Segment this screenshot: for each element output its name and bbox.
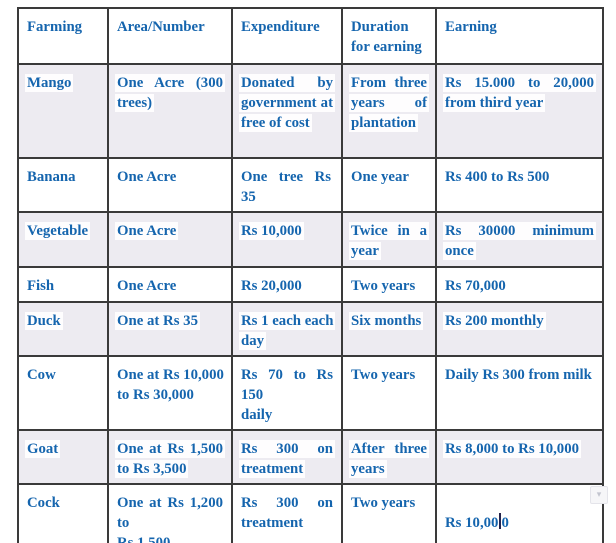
header-farming[interactable]: Farming bbox=[17, 7, 109, 65]
cell-expenditure[interactable]: One tree Rs 35 bbox=[231, 157, 343, 213]
table-row-duck: Duck One at Rs 35 Rs 1 each each day Six… bbox=[17, 301, 604, 357]
cell-earning[interactable]: Rs 15.000 to 20,000 from third year bbox=[435, 63, 604, 159]
table-options-button[interactable]: ▾ bbox=[590, 486, 608, 504]
cell-farming[interactable]: Vegetable bbox=[17, 211, 109, 268]
header-area-number[interactable]: Area/Number bbox=[107, 7, 233, 65]
cell-earning[interactable]: Rs 70,000 bbox=[435, 266, 604, 303]
cell-farming[interactable]: Banana bbox=[17, 157, 109, 213]
cell-expenditure[interactable]: Rs 10,000 bbox=[231, 211, 343, 268]
cell-farming[interactable]: Cow bbox=[17, 355, 109, 431]
table-row-vegetable: Vegetable One Acre Rs 10,000 Twice in a … bbox=[17, 211, 604, 268]
cell-duration[interactable]: From three years of plantation bbox=[341, 63, 437, 159]
cell-expenditure[interactable]: Rs 20,000 bbox=[231, 266, 343, 303]
table-row-mango: Mango One Acre (300 trees) Donated by go… bbox=[17, 63, 604, 159]
cell-earning[interactable]: Rs 8,000 to Rs 10,000 bbox=[435, 429, 604, 485]
cell-duration[interactable]: After three years bbox=[341, 429, 437, 485]
table-row-cow: Cow One at Rs 10,000 to Rs 30,000 Rs 70 … bbox=[17, 355, 604, 431]
cell-area[interactable]: One at Rs 35 bbox=[107, 301, 233, 357]
cell-area[interactable]: One Acre bbox=[107, 157, 233, 213]
cell-duration[interactable]: One year bbox=[341, 157, 437, 213]
table-header-row: Farming Area/Number Expenditure Duration… bbox=[17, 7, 604, 65]
cell-duration[interactable]: Two years bbox=[341, 483, 437, 543]
header-earning-label: Earning bbox=[445, 19, 497, 35]
cell-duration[interactable]: Two years bbox=[341, 355, 437, 431]
cell-duration[interactable]: Six months bbox=[341, 301, 437, 357]
cell-expenditure[interactable]: Rs 300 on treatment bbox=[231, 429, 343, 485]
header-earning[interactable]: Earning bbox=[435, 7, 604, 65]
cell-expenditure[interactable]: Rs 70 to Rs 150 daily bbox=[231, 355, 343, 431]
cell-farming[interactable]: Mango bbox=[17, 63, 109, 159]
header-expenditure[interactable]: Expenditure bbox=[231, 7, 343, 65]
cell-expenditure[interactable]: Rs 300 on treatment bbox=[231, 483, 343, 543]
cell-farming[interactable]: Cock bbox=[17, 483, 109, 543]
header-expenditure-label: Expenditure bbox=[241, 19, 320, 35]
cell-area[interactable]: One Acre (300 trees) bbox=[107, 63, 233, 159]
cell-area[interactable]: One Acre bbox=[107, 266, 233, 303]
cell-duration[interactable]: Twice in a year bbox=[341, 211, 437, 268]
cell-earning[interactable]: Rs 400 to Rs 500 bbox=[435, 157, 604, 213]
chevron-down-icon: ▾ bbox=[596, 489, 602, 500]
cell-earning[interactable]: Rs 30000 minimum once bbox=[435, 211, 604, 268]
cell-farming[interactable]: Fish bbox=[17, 266, 109, 303]
table-row-goat: Goat One at Rs 1,500 to Rs 3,500 Rs 300 … bbox=[17, 429, 604, 485]
earning-text: Rs 10,00 0 bbox=[445, 513, 509, 531]
farming-table: Farming Area/Number Expenditure Duration… bbox=[17, 7, 608, 543]
cell-area[interactable]: One Acre bbox=[107, 211, 233, 268]
cell-duration[interactable]: Two years bbox=[341, 266, 437, 303]
cell-area[interactable]: One at Rs 10,000 to Rs 30,000 bbox=[107, 355, 233, 431]
header-duration-label: Duration for earning bbox=[351, 19, 422, 55]
cell-expenditure[interactable]: Donated by government at free of cost bbox=[231, 63, 343, 159]
table-row-banana: Banana One Acre One tree Rs 35 One year … bbox=[17, 157, 604, 213]
cell-expenditure[interactable]: Rs 1 each each day bbox=[231, 301, 343, 357]
cell-earning[interactable]: Rs 200 monthly bbox=[435, 301, 604, 357]
cell-earning[interactable]: Daily Rs 300 from milk bbox=[435, 355, 604, 431]
text-caret bbox=[498, 513, 501, 529]
cell-farming[interactable]: Goat bbox=[17, 429, 109, 485]
header-area-number-label: Area/Number bbox=[117, 19, 205, 35]
header-farming-label: Farming bbox=[27, 19, 83, 35]
cell-farming[interactable]: Duck bbox=[17, 301, 109, 357]
header-duration[interactable]: Duration for earning bbox=[341, 7, 437, 65]
cell-area[interactable]: One at Rs 1,200 to Rs 1,500 bbox=[107, 483, 233, 543]
table-row-cock: Cock One at Rs 1,200 to Rs 1,500 Rs 300 … bbox=[17, 483, 608, 543]
cell-area[interactable]: One at Rs 1,500 to Rs 3,500 bbox=[107, 429, 233, 485]
cell-earning-editing[interactable]: Rs 10,00 0 ▾ bbox=[435, 483, 608, 543]
table-row-fish: Fish One Acre Rs 20,000 Two years Rs 70,… bbox=[17, 266, 604, 303]
